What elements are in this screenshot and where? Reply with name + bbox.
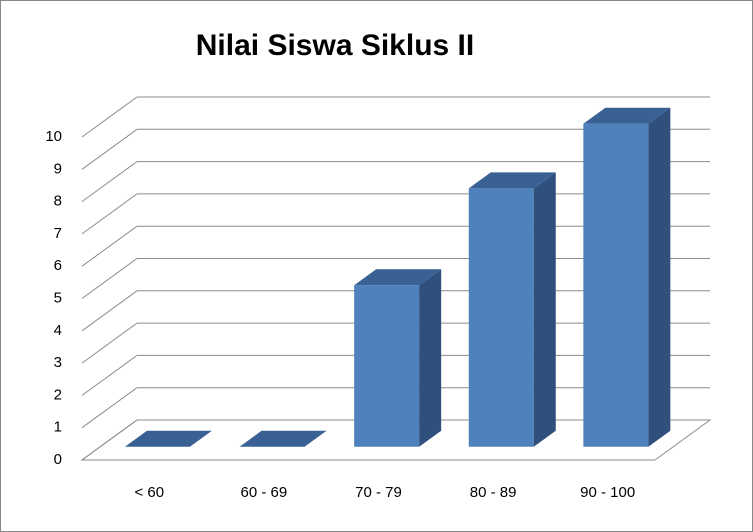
x-tick-label: 70 - 79 — [355, 484, 402, 501]
grid-segment — [81, 354, 138, 396]
y-tick-label: 10 — [45, 128, 62, 145]
bar — [468, 172, 556, 447]
bar-side — [419, 269, 442, 447]
bar-top — [124, 430, 212, 447]
x-tick-label: 80 - 89 — [470, 484, 517, 501]
y-tick-label: 8 — [54, 193, 62, 210]
grid-segment — [81, 225, 138, 267]
y-tick-label: 7 — [54, 225, 62, 242]
bar — [239, 430, 327, 447]
bar-front — [583, 123, 649, 447]
y-tick-label: 9 — [54, 160, 62, 177]
y-tick-label: 1 — [54, 419, 62, 436]
bar-top — [583, 107, 671, 124]
grid-segment — [81, 290, 138, 332]
bar-top — [239, 430, 327, 447]
grid-segment — [81, 193, 138, 235]
grid-segment — [81, 161, 138, 203]
chart-title: Nilai Siswa Siklus II — [196, 29, 474, 62]
x-tick-label: 90 - 100 — [580, 484, 635, 501]
y-tick-label: 4 — [54, 322, 62, 339]
y-tick-label: 5 — [54, 289, 62, 306]
x-tick-label: 60 - 69 — [241, 484, 288, 501]
bar — [124, 430, 212, 447]
grid-line — [81, 96, 710, 138]
bar-front — [354, 285, 420, 447]
x-tick-label: < 60 — [134, 484, 164, 501]
grid-segment — [81, 96, 138, 138]
bar-front — [468, 188, 534, 447]
y-tick-label: 6 — [54, 257, 62, 274]
bar — [354, 269, 442, 447]
bar-side — [533, 172, 556, 447]
bar-top — [468, 172, 556, 189]
y-tick-label: 3 — [54, 354, 62, 371]
grid-segment — [81, 419, 138, 461]
bar-top — [354, 269, 442, 286]
y-tick-label: 2 — [54, 386, 62, 403]
grid-segment — [81, 387, 138, 429]
bar — [583, 107, 671, 447]
y-tick-label: 0 — [54, 451, 62, 468]
grid-segment — [81, 258, 138, 299]
grid-segment — [81, 128, 138, 170]
grid-segment — [81, 322, 138, 364]
bar-side — [648, 107, 671, 447]
